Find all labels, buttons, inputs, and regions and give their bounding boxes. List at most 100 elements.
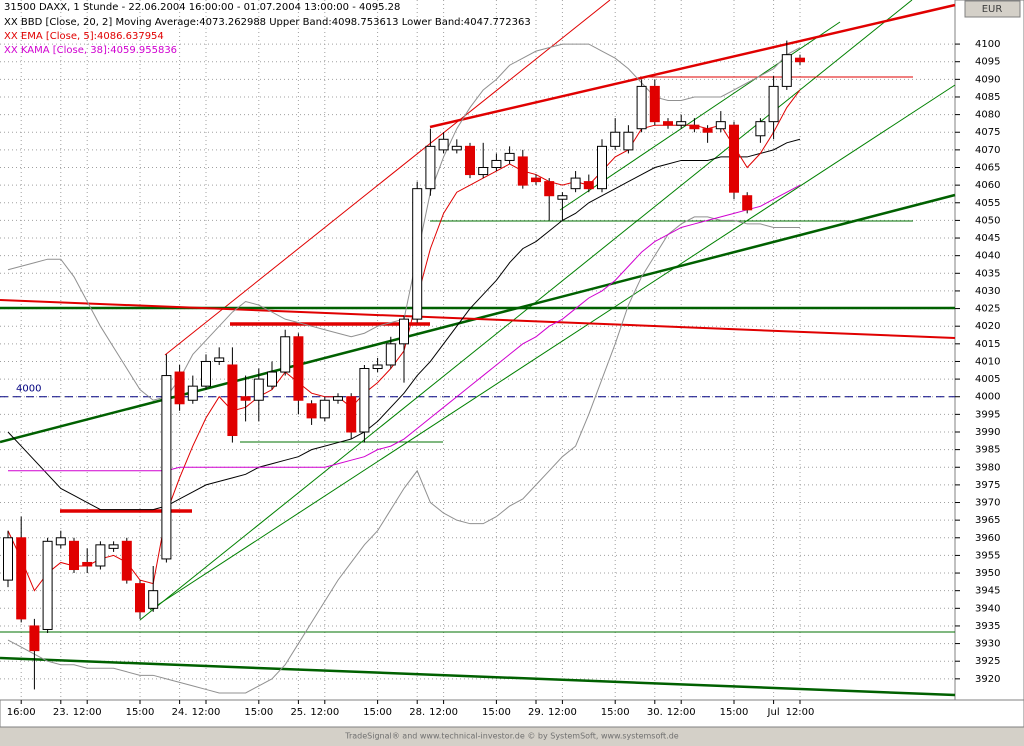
- candle-body: [240, 396, 251, 401]
- y-tick-label: 3950: [975, 568, 1000, 579]
- y-tick-label: 3985: [975, 445, 1000, 456]
- candle-body: [689, 124, 700, 130]
- candle-body: [333, 396, 343, 401]
- y-tick-label: 4005: [975, 374, 1000, 385]
- candle-body: [702, 128, 713, 133]
- candle-body: [517, 156, 528, 186]
- x-tick-label: 29.: [528, 707, 544, 718]
- x-tick-label: 12:00: [667, 707, 696, 718]
- reference-label: 4000: [16, 384, 41, 395]
- candle-body: [293, 336, 304, 401]
- legend-entry: XX KAMA [Close, 38]:4059.955836: [4, 45, 177, 56]
- y-tick-label: 4000: [975, 392, 1000, 403]
- candle-body: [95, 544, 106, 567]
- x-tick-label: 25.: [290, 707, 306, 718]
- candle-body: [570, 177, 581, 190]
- candle-body: [478, 167, 489, 176]
- y-axis-area: [954, 0, 1024, 701]
- candle-body: [636, 85, 647, 130]
- candle-body: [438, 138, 449, 151]
- candle-body: [623, 131, 634, 151]
- candle-body: [781, 54, 792, 87]
- candle-body: [597, 145, 607, 190]
- candle-body: [531, 177, 541, 183]
- candle-body: [69, 540, 79, 571]
- x-tick-label: 15:00: [244, 707, 273, 718]
- y-tick-label: 4020: [975, 321, 1000, 332]
- y-tick-label: 4065: [975, 163, 1000, 174]
- trend-line: [149, 84, 956, 611]
- y-tick-label: 4035: [975, 268, 1000, 279]
- candle-body: [3, 537, 13, 581]
- currency-box: [964, 0, 1021, 18]
- y-tick-label: 4070: [975, 145, 1000, 156]
- y-tick-label: 3980: [975, 462, 1000, 473]
- chart-title: 31500 DAXX, 1 Stunde - 22.06.2004 16:00:…: [4, 2, 400, 13]
- indicator-line: [7, 138, 801, 511]
- y-tick-label: 4055: [975, 198, 1000, 209]
- y-tick-label: 3940: [975, 603, 1000, 614]
- x-tick-label: 30.: [647, 707, 663, 718]
- y-tick-label: 3965: [975, 515, 1000, 526]
- candle-body: [557, 195, 568, 200]
- candle-body: [795, 57, 805, 63]
- candle-body: [108, 544, 119, 549]
- candle-body: [465, 145, 475, 176]
- y-tick-label: 4100: [975, 39, 1000, 50]
- candle-body: [214, 357, 225, 362]
- x-axis-area: [0, 699, 1024, 728]
- y-tick-label: 3995: [975, 409, 1000, 420]
- trend-lines: [0, 0, 956, 697]
- y-tick-label: 4060: [975, 180, 1000, 191]
- candle-body: [346, 396, 357, 433]
- candle-body: [729, 124, 739, 193]
- y-tick-label: 3945: [975, 586, 1000, 597]
- candle-body: [663, 121, 673, 126]
- candle-body: [372, 364, 383, 370]
- candle-body: [399, 318, 409, 345]
- indicator-line: [8, 184, 801, 472]
- candle-body: [715, 121, 726, 130]
- x-tick-label: 12:00: [548, 707, 577, 718]
- y-tick-label: 3930: [975, 639, 1000, 650]
- y-tick-label: 3925: [975, 656, 1000, 667]
- y-tick-label: 3970: [975, 498, 1000, 509]
- y-tick-label: 4030: [975, 286, 1000, 297]
- candles: [3, 40, 805, 690]
- y-tick-label: 4075: [975, 127, 1000, 138]
- legend: XX BBD [Close, 20, 2] Moving Average:407…: [4, 17, 531, 56]
- y-tick-label: 4080: [975, 110, 1000, 121]
- trend-line: [139, 0, 913, 621]
- candle-body: [425, 145, 436, 190]
- candle-body: [755, 121, 766, 137]
- candle-body: [504, 152, 515, 161]
- candle-body: [491, 159, 502, 169]
- candle-body: [42, 540, 53, 630]
- candle-body: [174, 371, 185, 405]
- legend-entry: XX BBD [Close, 20, 2] Moving Average:407…: [4, 17, 531, 28]
- y-tick-label: 3990: [975, 427, 1000, 438]
- candle-body: [742, 195, 753, 211]
- x-tick-label: Jul: [767, 707, 780, 718]
- x-tick-label: 12:00: [786, 707, 815, 718]
- candle-body: [768, 85, 779, 123]
- trend-line: [164, 0, 611, 356]
- y-tick-label: 4095: [975, 57, 1000, 68]
- candle-body: [29, 625, 40, 652]
- x-tick-label: 12:00: [192, 707, 221, 718]
- x-tick-label: 23.: [53, 707, 69, 718]
- y-tick-label: 4090: [975, 74, 1000, 85]
- y-tick-label: 4045: [975, 233, 1000, 244]
- candle-body: [306, 403, 317, 419]
- y-tick-label: 4050: [975, 215, 1000, 226]
- x-tick-label: 12:00: [310, 707, 339, 718]
- candle-body: [544, 181, 555, 197]
- x-tick-label: 15:00: [482, 707, 511, 718]
- candle-body: [280, 336, 291, 373]
- legend-entry: XX EMA [Close, 5]:4086.637954: [4, 31, 164, 42]
- y-tick-label: 4085: [975, 92, 1000, 103]
- candle-body: [201, 360, 211, 387]
- x-tick-label: 12:00: [73, 707, 102, 718]
- candle-body: [227, 364, 238, 437]
